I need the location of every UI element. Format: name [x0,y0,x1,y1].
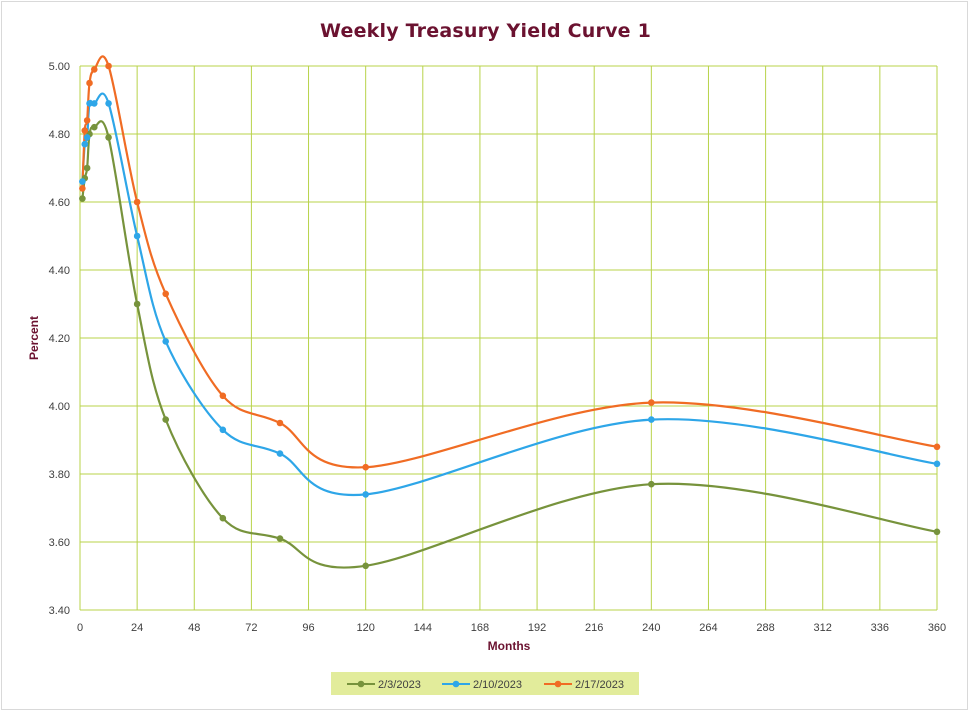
data-point [81,140,89,148]
data-point [219,392,227,400]
legend-marker [452,680,460,688]
y-axis-label: Percent [27,316,41,360]
data-point [79,185,86,192]
series-line-2 [81,92,939,497]
data-point [86,100,93,107]
y-tick-label: 3.80 [49,469,70,481]
grid-lines [79,65,938,611]
data-point [83,134,91,141]
data-point [162,290,169,298]
data-point [133,300,141,308]
y-tick-label: 4.40 [49,265,70,277]
x-tick-label: 360 [928,622,946,634]
data-point [105,134,112,141]
data-point [933,443,941,451]
x-tick-label: 216 [585,622,603,634]
legend-label: 2/17/2023 [575,679,624,691]
data-point [219,426,227,434]
x-tick-label: 168 [471,622,489,634]
legend-marker [554,680,562,688]
data-point [219,514,227,522]
data-point [933,460,941,468]
series-points [79,62,941,570]
data-point [933,528,941,536]
data-point [648,416,655,423]
data-point [162,338,169,345]
data-point [105,100,112,107]
data-point [90,100,98,107]
y-tick-label: 3.60 [49,537,70,549]
x-tick-label: 192 [528,622,546,634]
chart-title: Weekly Treasury Yield Curve 1 [320,20,651,42]
legend-label: 2/10/2023 [473,679,522,691]
data-point [648,480,655,488]
x-tick-label: 312 [814,622,832,634]
legend: 2/3/2023 2/10/2023 2/17/2023 [331,672,639,695]
x-tick-label: 288 [756,622,774,634]
data-point [276,535,284,542]
y-tick-label: 4.00 [49,401,70,413]
data-point [86,79,93,87]
data-point [648,399,655,406]
x-tick-label: 24 [131,622,143,634]
data-point [362,562,369,570]
x-tick-label: 240 [642,622,660,634]
y-tick-label: 5.00 [49,61,70,73]
legend-background [331,672,639,695]
data-point [162,416,169,423]
data-point [81,127,89,134]
y-tick-label: 3.40 [49,605,70,617]
x-tick-label: 48 [188,622,200,634]
legend-entry: 2/17/2023 [544,679,624,691]
data-point [362,491,369,498]
legend-entry: 2/3/2023 [347,679,421,691]
data-point [362,463,369,471]
legend-marker [357,680,365,688]
x-tick-label: 336 [871,622,889,634]
y-tick-label: 4.20 [49,333,70,345]
data-point [133,198,141,206]
legend-label: 2/3/2023 [378,679,421,691]
data-point [90,123,98,131]
series-lines [81,55,939,569]
data-point [83,164,91,172]
data-point [90,66,98,73]
legend-entry: 2/10/2023 [442,679,522,691]
data-point [133,232,141,240]
x-tick-label: 0 [77,622,83,634]
data-point [83,117,91,124]
x-tick-label: 96 [302,622,314,634]
series-line-1 [81,120,939,569]
data-point [276,450,284,457]
x-tick-label: 72 [245,622,257,634]
x-tick-label: 264 [699,622,717,634]
y-tick-label: 4.80 [49,129,70,141]
x-tick-label: 144 [414,622,432,634]
data-point [105,62,112,70]
x-axis-label: Months [488,639,531,653]
tick-labels: 0 24 48 72 96 120 144 168 192 216 240 264 288 312 336 3… [49,61,947,634]
y-tick-label: 4.60 [49,197,70,209]
data-point [276,419,284,427]
x-tick-label: 120 [356,622,374,634]
data-point [79,195,86,202]
data-point [79,178,86,185]
